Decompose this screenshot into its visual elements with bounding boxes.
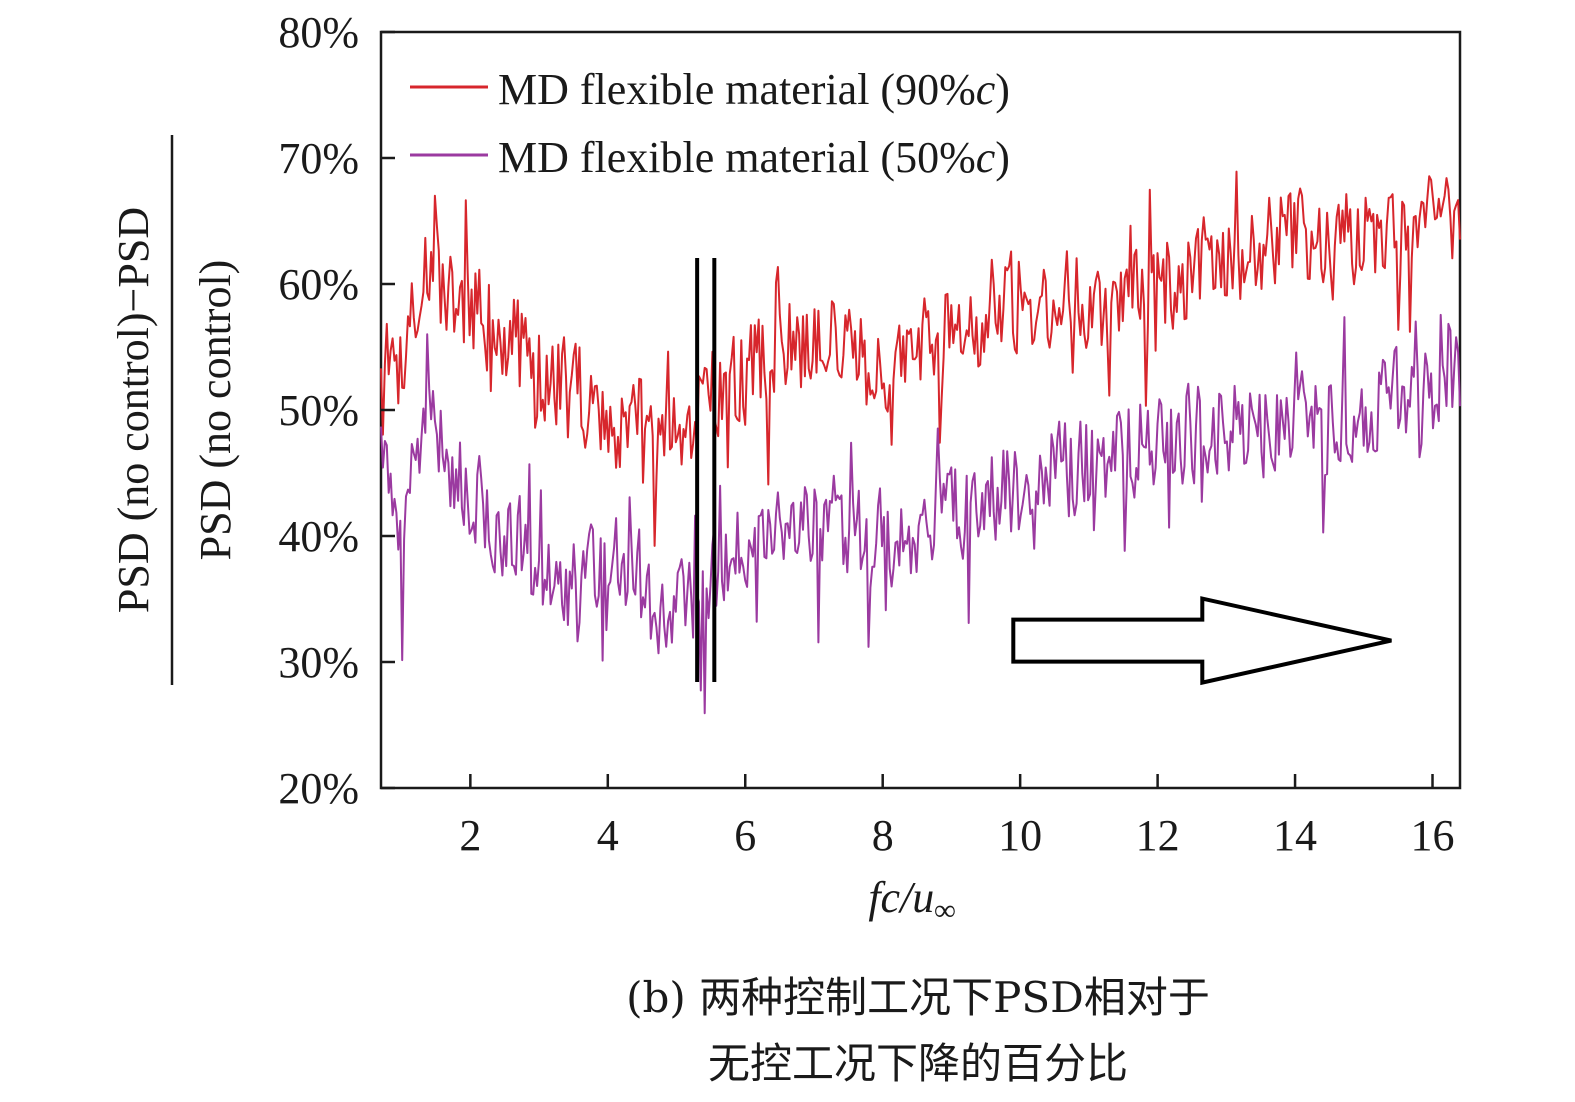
x-tick-label-8: 8 bbox=[872, 811, 894, 860]
series-line-2 bbox=[380, 313, 1461, 715]
x-tick-label-10: 10 bbox=[998, 811, 1042, 860]
legend-label-series-2: MD flexible material (50%c) bbox=[498, 133, 1010, 182]
y-tick-label-30: 30% bbox=[278, 638, 359, 687]
tick-layer: 2 4 6 8 10 12 14 16 20% 30% 40% 50% 60% 70% 80% bbox=[278, 8, 1454, 860]
y-tick-label-60: 60% bbox=[278, 260, 359, 309]
series-line-1 bbox=[380, 170, 1461, 547]
x-tick-label-6: 6 bbox=[734, 811, 756, 860]
y-tick-label-50: 50% bbox=[278, 386, 359, 435]
y-label-numerator: PSD (no control)−PSD bbox=[109, 207, 158, 613]
x-tick-label-4: 4 bbox=[597, 811, 619, 860]
marker-layer bbox=[695, 258, 1392, 686]
x-tick-label-14: 14 bbox=[1273, 811, 1317, 860]
x-axis-label: fc/u∞ bbox=[868, 873, 955, 927]
caption-line-1: (b) 两种控制工况下PSD相对于 bbox=[626, 973, 1210, 1022]
caption-line-2: 无控工况下降的百分比 bbox=[708, 1039, 1128, 1088]
legend-label-series-1: MD flexible material (90%c) bbox=[498, 65, 1010, 114]
y-tick-label-20: 20% bbox=[278, 764, 359, 813]
y-tick-label-40: 40% bbox=[278, 512, 359, 561]
x-tick-label-16: 16 bbox=[1411, 811, 1455, 860]
y-tick-label-70: 70% bbox=[278, 134, 359, 183]
legend: MD flexible material (90%c) MD flexible … bbox=[410, 65, 1010, 182]
y-label-denominator: PSD (no control) bbox=[191, 260, 240, 561]
direction-arrow bbox=[1011, 596, 1392, 686]
y-axis-label: PSD (no control)−PSD PSD (no control) bbox=[109, 135, 240, 685]
series-layer bbox=[380, 170, 1461, 715]
x-tick-label-2: 2 bbox=[459, 811, 481, 860]
x-tick-label-12: 12 bbox=[1136, 811, 1180, 860]
y-tick-label-80: 80% bbox=[278, 8, 359, 57]
